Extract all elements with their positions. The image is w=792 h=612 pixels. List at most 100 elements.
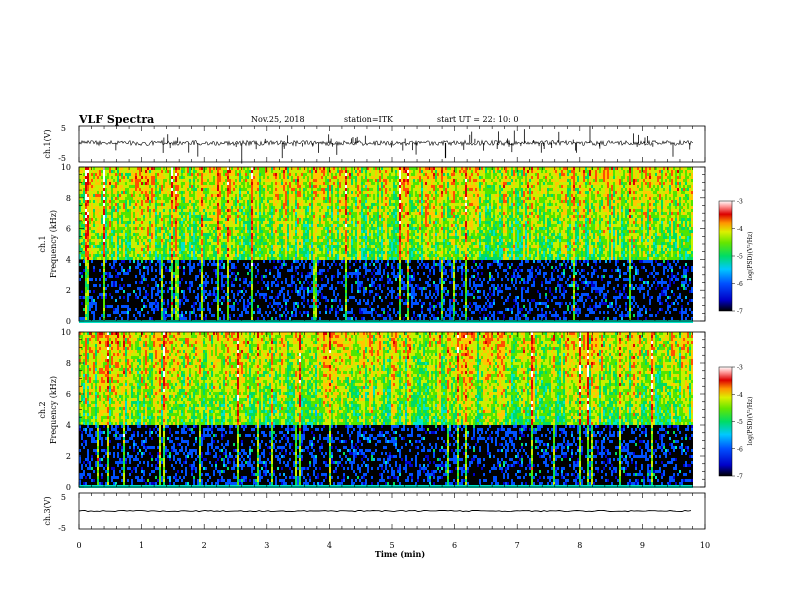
ch1-spectrogram-cell — [85, 284, 87, 287]
ch1-spectrogram-cell — [191, 221, 193, 224]
ch1-spectrogram-cell — [295, 191, 297, 194]
ch1-spectrogram-cell — [303, 176, 305, 179]
ch1-spectrogram-cell — [265, 224, 267, 227]
ch1-spectrogram-cell — [221, 209, 223, 212]
ch1-spectrogram-cell — [309, 203, 311, 206]
ch1-spectrogram-cell — [189, 266, 191, 269]
ch1-spectrogram-cell — [173, 179, 175, 182]
ch1-spectrogram-cell — [271, 218, 273, 221]
ch1-spectrogram-cell — [109, 257, 111, 260]
ch1-spectrogram-cell — [113, 191, 115, 194]
ch1-spectrogram-cell — [239, 191, 241, 194]
ch1-spectrogram-cell — [193, 206, 195, 209]
ch1-spectrogram-cell — [133, 227, 135, 230]
ch1-spectrogram-cell — [233, 284, 235, 287]
ch1-spectrogram-cell — [117, 236, 119, 239]
ch1-spectrogram-cell — [267, 203, 269, 206]
ch1-spectrogram-cell — [113, 185, 115, 188]
ch1-spectrogram-cell — [173, 275, 175, 278]
ch1-spectrogram-cell — [307, 173, 309, 176]
ch1-spectrogram-cell — [135, 281, 137, 284]
ch1-spectrogram-cell — [123, 206, 125, 209]
ch1-spectrogram-cell — [261, 242, 263, 245]
ch1-spectrogram-cell — [151, 191, 153, 194]
ch1-spectrogram-cell — [305, 194, 307, 197]
ch1-spectrogram-cell — [295, 257, 297, 260]
ch1-spectrogram-cell — [187, 224, 189, 227]
ch1-spectrogram-cell — [301, 224, 303, 227]
ch1-spectrogram-cell — [207, 254, 209, 257]
ch1-spectrogram-cell — [299, 197, 301, 200]
ch1-spectrogram-cell — [229, 194, 231, 197]
ch1-ytick-top: 5 — [61, 124, 66, 133]
ch1-spectrogram-cell — [155, 230, 157, 233]
ch1-spectrogram-cell — [259, 233, 261, 236]
ch1-spectrogram-cell — [89, 305, 91, 308]
ch1-spectrogram-cell — [133, 254, 135, 257]
ch1-spectrogram-cell — [95, 284, 97, 287]
ch1-spectrogram-cell — [273, 236, 275, 239]
ch1-spectrogram-cell — [153, 218, 155, 221]
ch1-spectrogram-cell — [313, 206, 315, 209]
ch1-spectrogram-cell — [227, 293, 229, 296]
ch1-spectrogram-cell — [283, 188, 285, 191]
ch1-spectrogram-cell — [245, 167, 247, 170]
ch1-spectrogram-cell — [173, 200, 175, 203]
ch1-spectrogram-cell — [137, 263, 139, 266]
ch1-spectrogram-cell — [203, 224, 205, 227]
ch1-spectrogram-cell — [79, 203, 81, 206]
ch1-spectrogram-cell — [111, 242, 113, 245]
ch1-spectrogram-cell — [247, 305, 249, 308]
ch1-spectrogram-cell — [81, 221, 83, 224]
ch1-spectrogram-cell — [211, 227, 213, 230]
ch1-spectrogram-cell — [301, 239, 303, 242]
ch1-spectrogram-cell — [221, 218, 223, 221]
ch1-spectrogram-cell — [151, 221, 153, 224]
ch1-spectrogram-cell — [163, 248, 165, 251]
ch1-spectrogram-cell — [125, 230, 127, 233]
ch1-spectrogram-cell — [141, 236, 143, 239]
ch1-spectrogram-cell — [269, 185, 271, 188]
ch1-spectrogram-cell — [101, 200, 103, 203]
ch1-spectrogram-cell — [225, 206, 227, 209]
ch1-spectrogram-cell — [125, 239, 127, 242]
ch1-spectrogram-cell — [209, 311, 211, 314]
ch1-spectrogram-cell — [115, 242, 117, 245]
ch1-spectrogram-cell — [89, 188, 91, 191]
ch1-spectrogram-cell — [227, 194, 229, 197]
ch1-spectrogram-cell — [91, 188, 93, 191]
ch1-spectrogram-cell — [273, 188, 275, 191]
ch1-spectrogram-cell — [213, 287, 215, 290]
ch1-spectrogram-cell — [91, 197, 93, 200]
ch1-spectrogram-cell — [221, 191, 223, 194]
ch1-spectrogram-cell — [93, 176, 95, 179]
ch1-spectrogram-cell — [99, 227, 101, 230]
ch1-spectrogram-cell — [111, 239, 113, 242]
ch1-spectrogram-cell — [233, 203, 235, 206]
ch1-spectrogram-cell — [105, 293, 107, 296]
ch1-spectrogram-cell — [301, 296, 303, 299]
ch1-spectrogram-cell — [141, 245, 143, 248]
ch1-spectrogram-cell — [165, 218, 167, 221]
ch1-spectrogram-cell — [161, 293, 163, 296]
ch1-spectrogram-cell — [101, 206, 103, 209]
ch1-spectrogram-cell — [159, 320, 161, 323]
ch1-spectrogram-cell — [235, 203, 237, 206]
ch1-spectrogram-cell — [307, 299, 309, 302]
ch1-spectrogram-cell — [151, 209, 153, 212]
ch1-spectrogram-cell — [313, 278, 315, 281]
ch1-spectrogram-cell — [79, 206, 81, 209]
ch1-spectrogram-cell — [109, 305, 111, 308]
ch1-spectrogram-cell — [199, 209, 201, 212]
ch1-spectrogram-cell — [181, 290, 183, 293]
ch1-spectrogram-cell — [177, 224, 179, 227]
ch1-spectrogram-cell — [161, 266, 163, 269]
ch1-spectrogram-cell — [183, 197, 185, 200]
ch1-spectrogram-cell — [277, 284, 279, 287]
ch1-spectrogram-cell — [249, 185, 251, 188]
ch1-spectrogram-cell — [147, 167, 149, 170]
ch1-spectrogram-cell — [185, 173, 187, 176]
ch1-spectrogram-cell — [207, 281, 209, 284]
ch1-spectrogram-cell — [181, 278, 183, 281]
ch1-spectrogram-cell — [313, 179, 315, 182]
